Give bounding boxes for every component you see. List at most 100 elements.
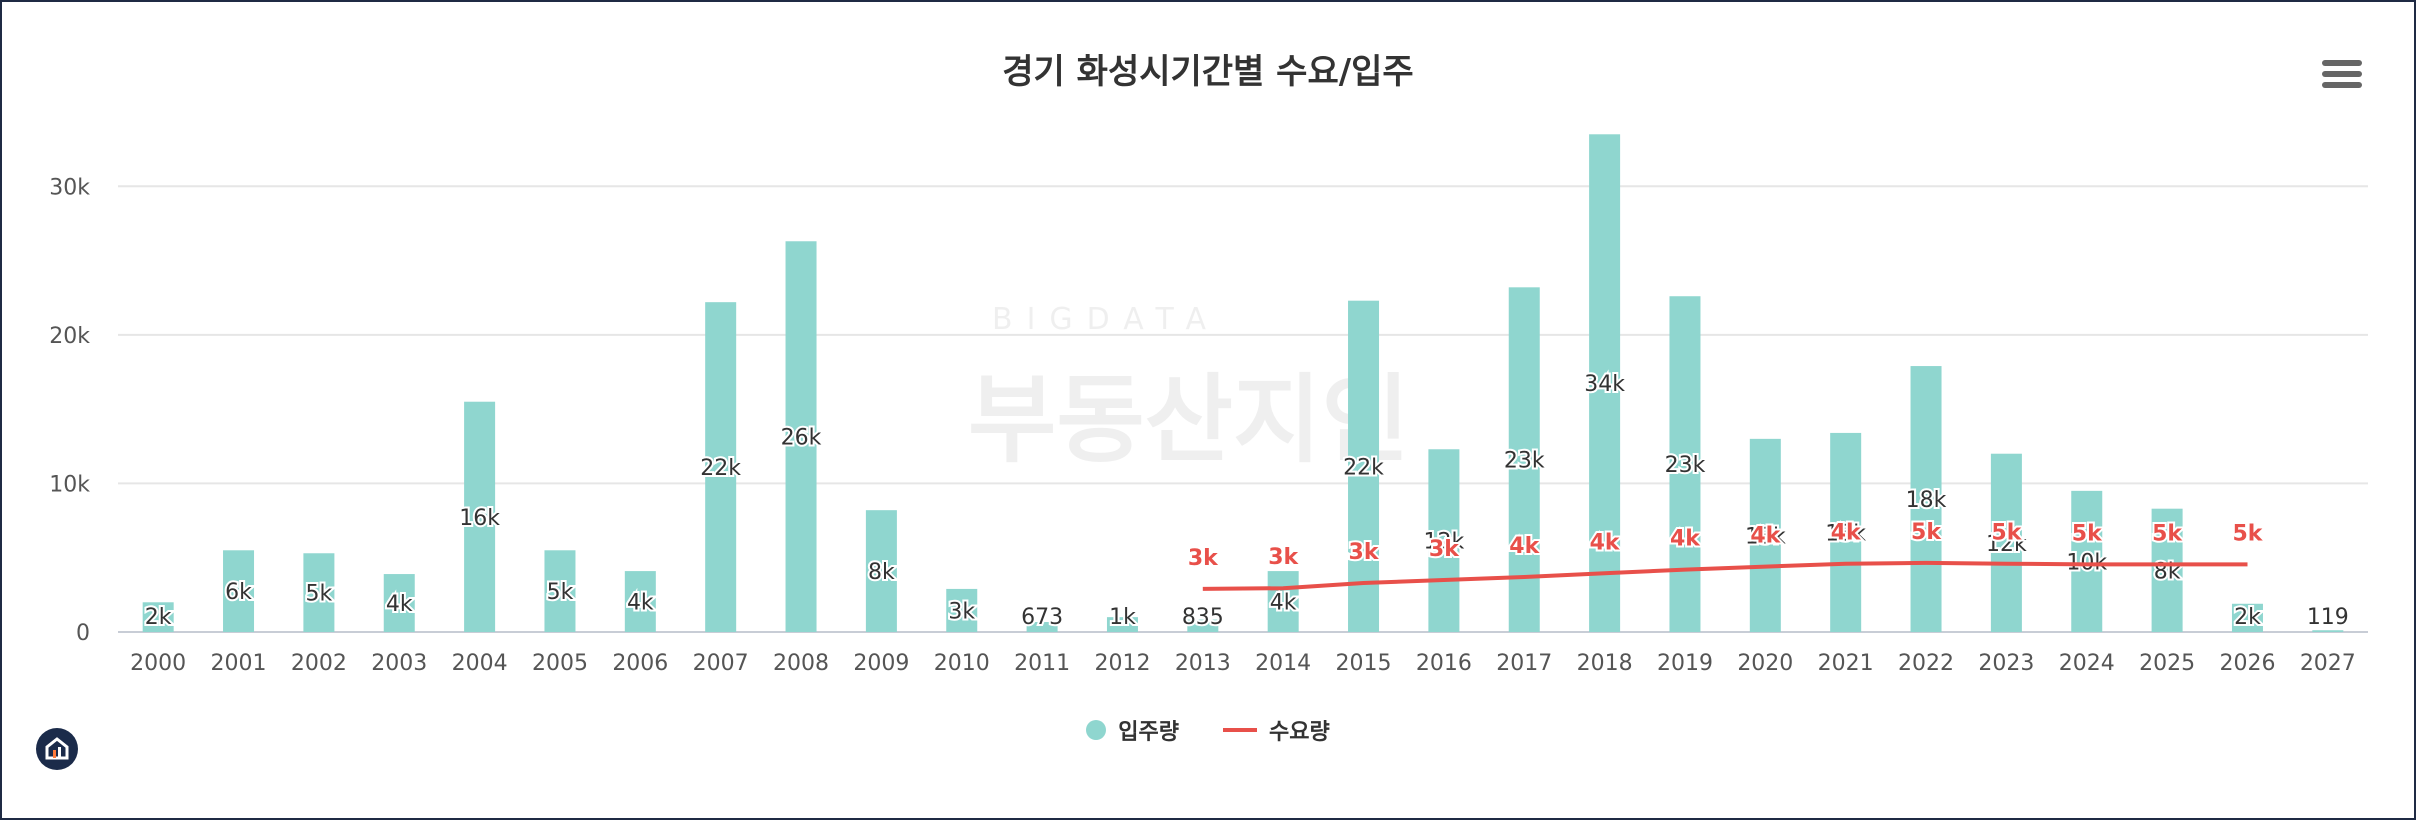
x-tick-label: 2005: [532, 651, 588, 676]
bar-data-label: 8k: [868, 560, 895, 585]
bar-data-label: 673: [1021, 605, 1063, 630]
bar-data-label: 4k: [386, 592, 413, 617]
bar-data-label: 3k: [948, 599, 975, 624]
bar-data-label: 13k: [1825, 521, 1866, 546]
bar: [1910, 366, 1942, 632]
bar: [464, 401, 496, 632]
bar-data-label: 119: [2307, 605, 2349, 630]
legend-label-bar-series: 입주량: [1118, 720, 1179, 745]
bar: [1106, 617, 1138, 632]
bar: [1749, 438, 1781, 632]
bar: [1267, 571, 1299, 632]
x-tick-label: 2022: [1898, 651, 1954, 676]
x-tick-label: 2001: [211, 651, 267, 676]
y-tick-label: 10k: [49, 472, 90, 497]
line-data-label: 3k: [1429, 537, 1460, 562]
bar: [2151, 508, 2183, 632]
x-tick-label: 2012: [1094, 651, 1150, 676]
bar: [142, 602, 174, 632]
legend-line-icon: [1223, 728, 1257, 732]
watermark: BIGDATA 부동산지인: [968, 302, 1528, 476]
bar-data-label: 23k: [1665, 453, 1706, 478]
bar: [1026, 622, 1058, 632]
line-data-label: 5k: [2232, 521, 2263, 546]
x-tick-label: 2014: [1255, 651, 1311, 676]
legend-label-line-series: 수요량: [1269, 720, 1330, 745]
x-tick-label: 2004: [452, 651, 508, 676]
bar: [1669, 296, 1701, 632]
x-tick-label: 2020: [1737, 651, 1793, 676]
x-tick-label: 2002: [291, 651, 347, 676]
bar: [624, 571, 656, 632]
legend: 입주량 수요량: [2, 714, 2414, 746]
line-data-label: 5k: [1911, 520, 1942, 545]
bar-data-label: 6k: [225, 580, 252, 605]
bar: [1990, 453, 2022, 632]
bar: [1589, 134, 1621, 633]
bar-data-label: 1k: [1109, 605, 1136, 630]
watermark-brand-text: 부동산지인: [968, 364, 1410, 476]
bar: [1830, 432, 1862, 632]
x-tick-label: 2008: [773, 651, 829, 676]
legend-dot-icon: [1086, 720, 1107, 740]
bar-data-label: 2k: [2234, 605, 2261, 630]
y-tick-label: 30k: [49, 175, 90, 200]
bar-data-label: 34k: [1584, 372, 1625, 397]
bar: [2312, 630, 2344, 632]
line-data-label: 3k: [1349, 540, 1380, 565]
bar-data-label: 16k: [459, 506, 500, 531]
bar-data-label: 12k: [1424, 530, 1465, 555]
bar-data-label: 4k: [1270, 591, 1297, 616]
bar: [705, 302, 737, 632]
bar-data-label: 23k: [1504, 449, 1545, 474]
y-tick-label: 20k: [49, 324, 90, 349]
x-tick-label: 2006: [612, 651, 668, 676]
x-tick-label: 2010: [934, 651, 990, 676]
x-tick-label: 2018: [1577, 651, 1633, 676]
hamburger-menu-icon[interactable]: [2322, 60, 2362, 94]
x-tick-label: 2009: [853, 651, 909, 676]
bar: [2231, 603, 2263, 632]
x-tick-label: 2017: [1496, 651, 1552, 676]
x-tick-label: 2007: [693, 651, 749, 676]
legend-item-line-series[interactable]: 수요량: [1223, 714, 1330, 746]
bar-data-label: 13k: [1745, 524, 1786, 549]
x-tick-label: 2021: [1818, 651, 1874, 676]
line-series: [1202, 560, 2248, 591]
bar: [1187, 619, 1219, 632]
x-tick-label: 2013: [1175, 651, 1231, 676]
bar-data-label: 5k: [547, 580, 574, 605]
bar-data-label: 26k: [781, 426, 822, 451]
house-logo-icon[interactable]: [36, 728, 78, 770]
x-tick-label: 2000: [130, 651, 186, 676]
watermark-small-text: BIGDATA: [992, 302, 1220, 337]
bar: [1348, 300, 1380, 632]
bar-data-label: 5k: [306, 582, 333, 607]
line-data-label: 5k: [2152, 521, 2183, 546]
line-data-label: 4k: [1831, 521, 1862, 546]
line-data-label: 3k: [1268, 545, 1299, 570]
line-data-label: 4k: [1509, 534, 1540, 559]
chart-title: 경기 화성시기간별 수요/입주: [1002, 52, 1414, 92]
bar: [223, 550, 255, 632]
x-tick-label: 2023: [1978, 651, 2034, 676]
line-data-label: 3k: [1188, 546, 1219, 571]
x-tick-label: 2025: [2139, 651, 2195, 676]
bar: [785, 241, 817, 632]
x-tick-label: 2024: [2059, 651, 2115, 676]
x-tick-label: 2016: [1416, 651, 1472, 676]
bar-data-label: 12k: [1986, 532, 2027, 557]
bar-data-label: 22k: [700, 456, 741, 481]
line-data-label: 5k: [1991, 521, 2022, 546]
x-tick-label: 2003: [371, 651, 427, 676]
bar: [383, 574, 415, 632]
bar: [303, 553, 335, 632]
legend-item-bar-series[interactable]: 입주량: [1086, 714, 1179, 746]
bar-data-label: 4k: [627, 591, 654, 616]
bar: [544, 550, 576, 632]
bar-data-label: 835: [1182, 605, 1224, 630]
line-data-label: 4k: [1590, 530, 1621, 555]
bar: [2071, 490, 2103, 632]
